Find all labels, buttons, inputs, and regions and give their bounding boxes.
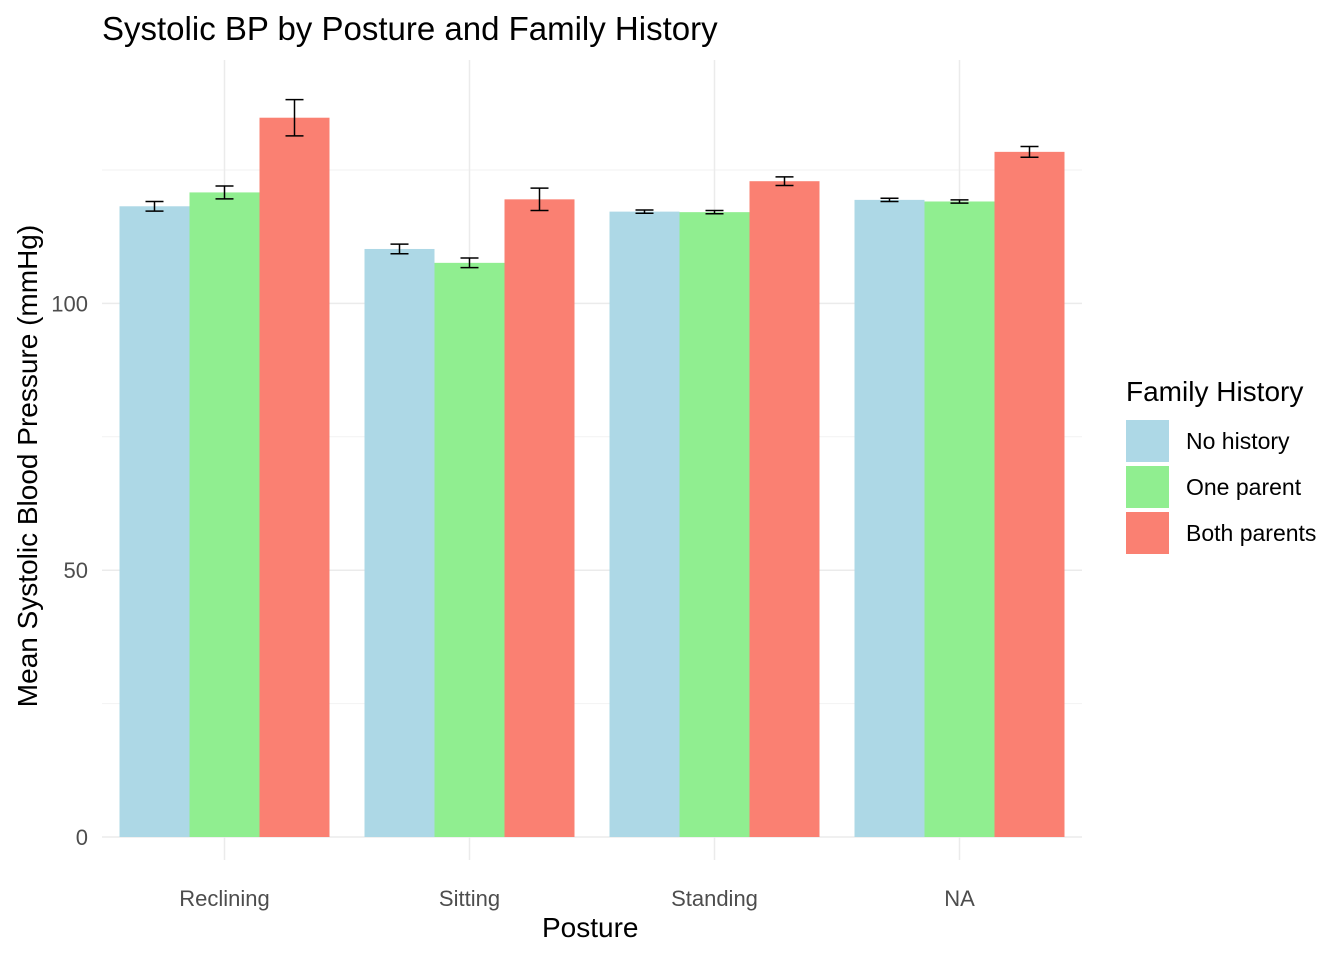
bar bbox=[854, 199, 925, 838]
legend-swatch bbox=[1126, 466, 1169, 508]
bar bbox=[679, 212, 750, 837]
legend-items: No history One parent Both parents bbox=[1126, 418, 1316, 556]
y-tick-label: 100 bbox=[51, 291, 88, 316]
legend-swatch bbox=[1126, 512, 1169, 554]
bar bbox=[119, 206, 190, 838]
x-tick-label: NA bbox=[944, 886, 975, 911]
legend-title: Family History bbox=[1126, 376, 1304, 407]
chart-title: Systolic BP by Posture and Family Histor… bbox=[102, 10, 718, 47]
bars bbox=[119, 117, 1065, 838]
legend-item: One parent bbox=[1126, 464, 1316, 510]
bar bbox=[189, 192, 260, 837]
y-tick-labels: 0 50 100 bbox=[51, 291, 88, 850]
bar bbox=[504, 199, 575, 837]
bar bbox=[434, 262, 505, 837]
legend-label: No history bbox=[1186, 427, 1290, 454]
y-axis-label: Mean Systolic Blood Pressure (mmHg) bbox=[12, 224, 43, 708]
bar bbox=[994, 151, 1065, 837]
y-tick-label: 0 bbox=[76, 825, 88, 850]
x-tick-label: Reclining bbox=[179, 886, 270, 911]
bar bbox=[924, 201, 995, 837]
error-bars bbox=[145, 98, 1039, 269]
legend-item: No history bbox=[1126, 418, 1316, 464]
x-axis-label: Posture bbox=[542, 912, 639, 943]
x-tick-labels: Reclining Sitting Standing NA bbox=[179, 886, 975, 911]
legend-swatch bbox=[1126, 420, 1169, 462]
legend-label: One parent bbox=[1186, 473, 1302, 500]
legend-item: Both parents bbox=[1126, 510, 1316, 556]
legend-label: Both parents bbox=[1186, 519, 1317, 546]
y-tick-label: 50 bbox=[64, 558, 88, 583]
x-tick-label: Standing bbox=[671, 886, 758, 911]
x-tick-label: Sitting bbox=[439, 886, 500, 911]
bar bbox=[364, 248, 435, 838]
bar bbox=[609, 211, 680, 838]
legend: Family History No history One parent Both … bbox=[1126, 376, 1316, 556]
bar bbox=[749, 181, 820, 838]
bar bbox=[259, 117, 330, 837]
